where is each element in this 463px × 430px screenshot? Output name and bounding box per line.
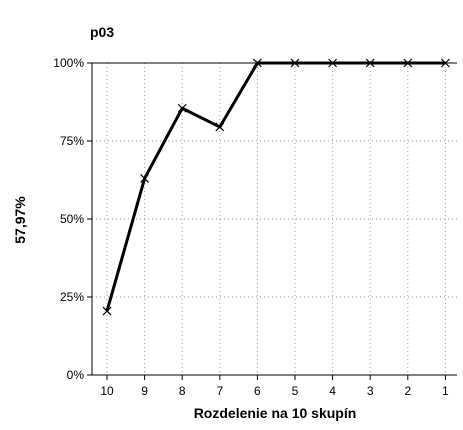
- y-tick-label: 25%: [60, 290, 84, 304]
- x-tick-label: 6: [254, 384, 261, 398]
- data-point-marker: [290, 58, 300, 68]
- x-tick-label: 7: [216, 384, 223, 398]
- marker-stroke: [252, 58, 262, 68]
- grid: [92, 63, 457, 375]
- y-tick-label: 0%: [67, 368, 85, 382]
- y-tick-label: 75%: [60, 134, 84, 148]
- x-tick-label: 2: [404, 384, 411, 398]
- data-point-marker: [440, 58, 450, 68]
- x-tick-label: 8: [179, 384, 186, 398]
- marker-stroke: [177, 103, 187, 113]
- x-tick-label: 3: [367, 384, 374, 398]
- x-tick-label: 10: [100, 384, 114, 398]
- x-tick-label: 5: [292, 384, 299, 398]
- marker-stroke: [403, 58, 413, 68]
- series-line: [105, 61, 446, 312]
- data-point-marker: [215, 122, 225, 132]
- data-point-marker: [140, 174, 150, 183]
- x-axis-label: Rozdelenie na 10 skupín: [194, 405, 357, 421]
- marker-stroke: [290, 58, 300, 68]
- data-point-marker: [102, 306, 112, 316]
- y-axis-label: 57,97%: [12, 196, 28, 244]
- y-tick-label: 100%: [53, 56, 84, 70]
- marker-stroke: [215, 122, 225, 132]
- chart-title: p03: [90, 24, 114, 40]
- x-tick-label: 1: [442, 384, 449, 398]
- data-point-marker: [252, 58, 262, 68]
- marker-stroke: [102, 306, 112, 316]
- data-point-marker: [403, 58, 413, 68]
- marker-stroke: [365, 58, 375, 68]
- data-point-marker: [328, 58, 338, 68]
- marker-stroke: [140, 174, 150, 183]
- x-tick-label: 4: [329, 384, 336, 398]
- x-tick-label: 9: [141, 384, 148, 398]
- data-point-marker: [365, 58, 375, 68]
- data-point-marker: [177, 103, 187, 113]
- series: [102, 58, 450, 316]
- y-tick-label: 50%: [60, 212, 84, 226]
- marker-stroke: [440, 58, 450, 68]
- ticks: 0% 25% 50% 75% 100% 10 9 8 7 6 5 4 3 2 1: [53, 56, 449, 398]
- axes: [91, 62, 457, 376]
- marker-stroke: [328, 58, 338, 68]
